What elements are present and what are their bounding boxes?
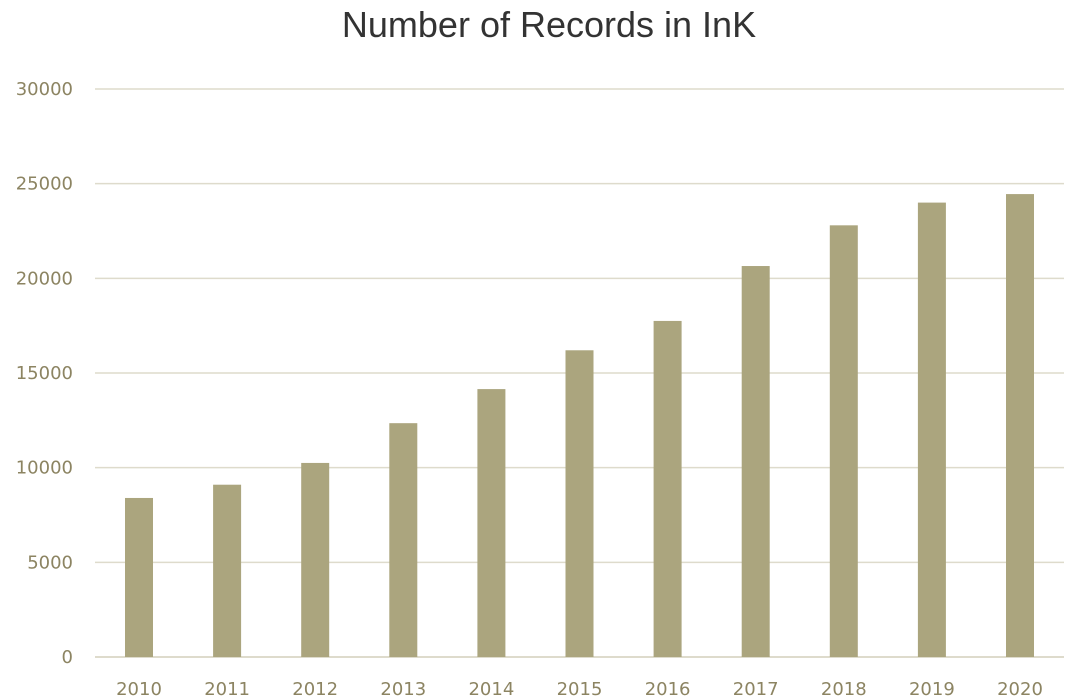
bar-2014 bbox=[477, 389, 506, 657]
x-tick-label: 2018 bbox=[821, 679, 867, 700]
y-tick-label: 25000 bbox=[16, 174, 73, 195]
bar-2011 bbox=[213, 484, 242, 657]
bar-2018 bbox=[829, 225, 858, 657]
x-tick-label: 2016 bbox=[645, 679, 691, 700]
y-tick-label: 15000 bbox=[16, 363, 73, 384]
y-tick-label: 20000 bbox=[16, 268, 73, 289]
x-tick-label: 2020 bbox=[997, 679, 1043, 700]
x-tick-label: 2012 bbox=[292, 679, 338, 700]
x-tick-label: 2014 bbox=[468, 679, 514, 700]
x-tick-label: 2017 bbox=[733, 679, 779, 700]
y-tick-label: 30000 bbox=[16, 79, 73, 100]
bar-2017 bbox=[741, 266, 770, 657]
chart-title: Number of Records in InK bbox=[341, 4, 757, 45]
x-tick-label: 2011 bbox=[204, 679, 250, 700]
bar-2016 bbox=[653, 320, 682, 657]
y-tick-label: 0 bbox=[62, 647, 73, 668]
x-tick-label: 2015 bbox=[557, 679, 603, 700]
y-tick-label: 5000 bbox=[27, 552, 73, 573]
y-tick-label: 10000 bbox=[16, 458, 73, 479]
bar-2019 bbox=[917, 202, 946, 657]
x-tick-label: 2013 bbox=[380, 679, 426, 700]
bars bbox=[125, 194, 1034, 657]
bar-2015 bbox=[565, 350, 594, 657]
x-tick-label: 2019 bbox=[909, 679, 955, 700]
bar-2012 bbox=[301, 462, 330, 657]
x-axis-ticks: 2010 2011 2012 2013 2014 2015 2016 2017 2018 2019… bbox=[116, 679, 1043, 700]
y-axis-ticks: 0 5000 10000 15000 20000 25000 30000 bbox=[16, 79, 73, 668]
bar-2013 bbox=[389, 423, 418, 657]
bar-2010 bbox=[125, 497, 153, 657]
bar-2020 bbox=[1006, 194, 1034, 657]
x-tick-label: 2010 bbox=[116, 679, 162, 700]
